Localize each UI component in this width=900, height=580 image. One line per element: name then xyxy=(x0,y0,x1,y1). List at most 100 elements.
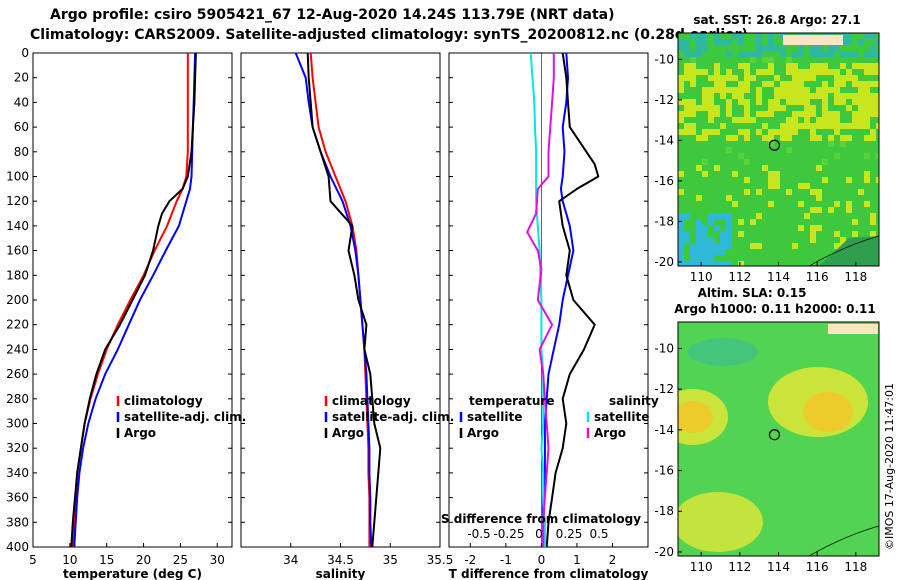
sst-cell xyxy=(744,255,750,261)
sst-cell xyxy=(720,39,726,45)
map-y-tick-label: -10 xyxy=(654,341,674,355)
sst-cell xyxy=(702,135,708,141)
sst-cell xyxy=(690,147,696,153)
sst-cell xyxy=(798,225,804,231)
sst-cell xyxy=(828,237,834,243)
sst-cell xyxy=(822,213,828,219)
sst-cell xyxy=(816,159,822,165)
sst-cell xyxy=(870,123,876,129)
sst-cell xyxy=(816,93,822,99)
sst-cell xyxy=(756,153,762,159)
sst-cell xyxy=(846,99,852,105)
sst-cell xyxy=(774,183,780,189)
sst-cell xyxy=(732,183,738,189)
sst-cell xyxy=(876,195,879,201)
sst-cell xyxy=(804,249,810,255)
sst-cell xyxy=(702,243,708,249)
sst-cell xyxy=(798,87,804,93)
top-tick-label: 0.5 xyxy=(589,527,608,541)
sst-cell xyxy=(804,123,810,129)
sst-cell xyxy=(696,195,702,201)
sst-cell xyxy=(708,261,714,266)
sst-cell xyxy=(726,237,732,243)
sst-cell xyxy=(744,93,750,99)
sst-cell xyxy=(762,177,768,183)
sst-cell xyxy=(768,237,774,243)
sst-cell xyxy=(738,153,744,159)
sst-cell xyxy=(858,207,864,213)
sst-cell xyxy=(846,75,852,81)
sst-cell xyxy=(774,189,780,195)
sst-cell xyxy=(840,189,846,195)
sst-cell xyxy=(726,201,732,207)
sst-cell xyxy=(750,171,756,177)
sst-cell xyxy=(834,51,840,57)
sst-cell xyxy=(876,93,879,99)
sst-cell xyxy=(720,243,726,249)
sst-cell xyxy=(876,225,879,231)
sst-cell xyxy=(690,111,696,117)
map-y-tick-label: -14 xyxy=(654,133,674,147)
sst-cell xyxy=(786,87,792,93)
sst-cell xyxy=(876,111,879,117)
sst-cell xyxy=(876,57,879,63)
sst-cell xyxy=(696,249,702,255)
sst-cell xyxy=(684,231,690,237)
sst-cell xyxy=(726,123,732,129)
sst-cell xyxy=(816,237,822,243)
sst-cell xyxy=(816,129,822,135)
sst-cell xyxy=(774,219,780,225)
sst-cell xyxy=(696,75,702,81)
sst-cell xyxy=(834,177,840,183)
sst-cell xyxy=(756,177,762,183)
sst-cell xyxy=(726,249,732,255)
sst-cell xyxy=(684,261,690,266)
sst-cell xyxy=(798,219,804,225)
sst-cell xyxy=(846,165,852,171)
sst-cell xyxy=(690,195,696,201)
map-x-tick-label: 116 xyxy=(806,270,829,284)
sst-cell xyxy=(816,231,822,237)
sst-cell xyxy=(708,195,714,201)
sst-cell xyxy=(804,63,810,69)
sst-cell xyxy=(798,195,804,201)
sst-cell xyxy=(720,147,726,153)
sst-cell xyxy=(846,225,852,231)
sst-cell xyxy=(786,195,792,201)
sst-cell xyxy=(786,69,792,75)
sst-cell xyxy=(702,81,708,87)
sst-cell xyxy=(762,81,768,87)
sst-cell xyxy=(738,177,744,183)
sst-cell xyxy=(714,189,720,195)
sst-cell xyxy=(750,75,756,81)
sst-cell xyxy=(774,165,780,171)
sst-cell xyxy=(810,153,816,159)
sst-cell xyxy=(846,135,852,141)
sst-cell xyxy=(858,75,864,81)
sst-cell xyxy=(702,63,708,69)
sst-cell xyxy=(822,135,828,141)
sst-cell xyxy=(864,39,870,45)
sst-cell xyxy=(696,63,702,69)
sst-cell xyxy=(714,255,720,261)
sst-cell xyxy=(858,213,864,219)
map-field xyxy=(678,33,879,266)
sst-cell xyxy=(834,201,840,207)
sst-cell xyxy=(864,45,870,51)
sla-map xyxy=(677,321,880,557)
sst-cell xyxy=(780,249,786,255)
sla-blob xyxy=(688,338,758,366)
sst-cell xyxy=(738,201,744,207)
sst-cell xyxy=(834,123,840,129)
sst-cell xyxy=(870,57,876,63)
sst-cell xyxy=(786,213,792,219)
sst-cell xyxy=(762,33,768,39)
sst-cell xyxy=(780,93,786,99)
sst-cell xyxy=(684,117,690,123)
sst-cell xyxy=(810,243,816,249)
sst-cell xyxy=(834,213,840,219)
sst-cell xyxy=(726,33,732,39)
x-tick-label: 15 xyxy=(99,553,114,567)
sst-cell xyxy=(822,63,828,69)
sst-cell xyxy=(828,87,834,93)
